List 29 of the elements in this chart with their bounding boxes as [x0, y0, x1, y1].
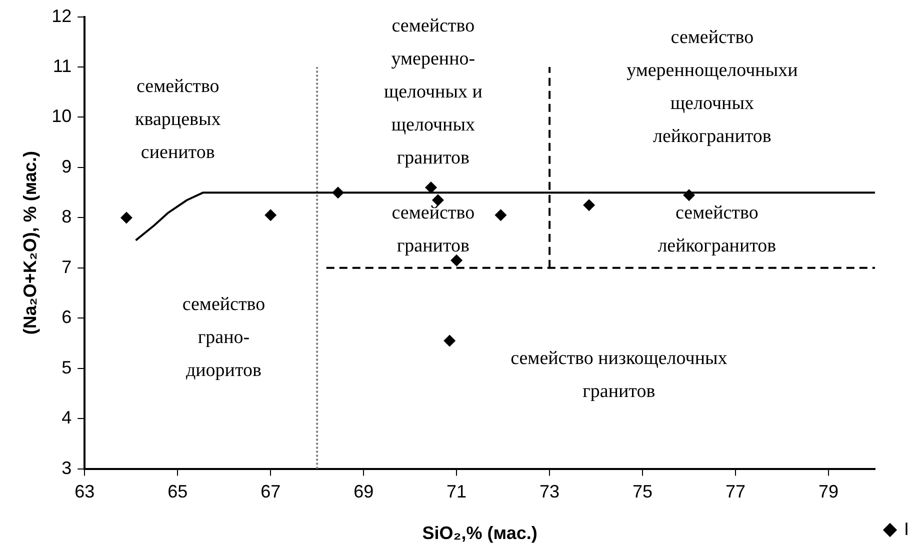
x-tick-label: 77 — [726, 482, 746, 502]
y-axis-title: (Na₂O+K₂O), % (мас.) — [20, 150, 40, 335]
x-axis-title: SiO₂,% (мас.) — [422, 523, 538, 544]
y-tick-label: 5 — [62, 357, 72, 378]
x-tick-label: 63 — [74, 482, 95, 502]
y-tick-label: 3 — [62, 458, 72, 478]
x-tick-label: 79 — [818, 482, 839, 502]
annotation: семейство грано- диоритов — [182, 294, 266, 382]
x-tick-label: 75 — [632, 482, 653, 502]
legend-label: I — [904, 518, 910, 539]
y-tick-label: 9 — [62, 156, 72, 176]
y-tick-label: 12 — [52, 6, 72, 26]
x-tick-label: 71 — [446, 482, 467, 502]
annotation: семейство умереннощелочныхи щелочных лейкогранитов — [626, 26, 798, 147]
annotation: семейство низкощелочных гранитов — [510, 348, 728, 402]
x-tick-label: 73 — [540, 482, 560, 502]
y-tick-label: 7 — [62, 256, 72, 277]
x-tick-label: 67 — [260, 482, 281, 502]
annotation: семейство лейкогранитов — [658, 202, 776, 257]
y-tick-label: 6 — [62, 307, 72, 328]
x-tick-label: 69 — [354, 482, 374, 502]
annotation: семейство гранитов — [392, 202, 475, 257]
annotation: семейство умеренно- щелочных и щелочных гранитов — [384, 15, 482, 168]
x-tick-label: 65 — [168, 482, 188, 502]
y-tick-label: 4 — [62, 408, 72, 428]
annotation: семейство кварцевых сиенитов — [135, 76, 222, 163]
y-tick-label: 11 — [52, 56, 72, 76]
y-tick-label: 8 — [62, 206, 72, 227]
y-tick-label: 10 — [52, 106, 72, 126]
